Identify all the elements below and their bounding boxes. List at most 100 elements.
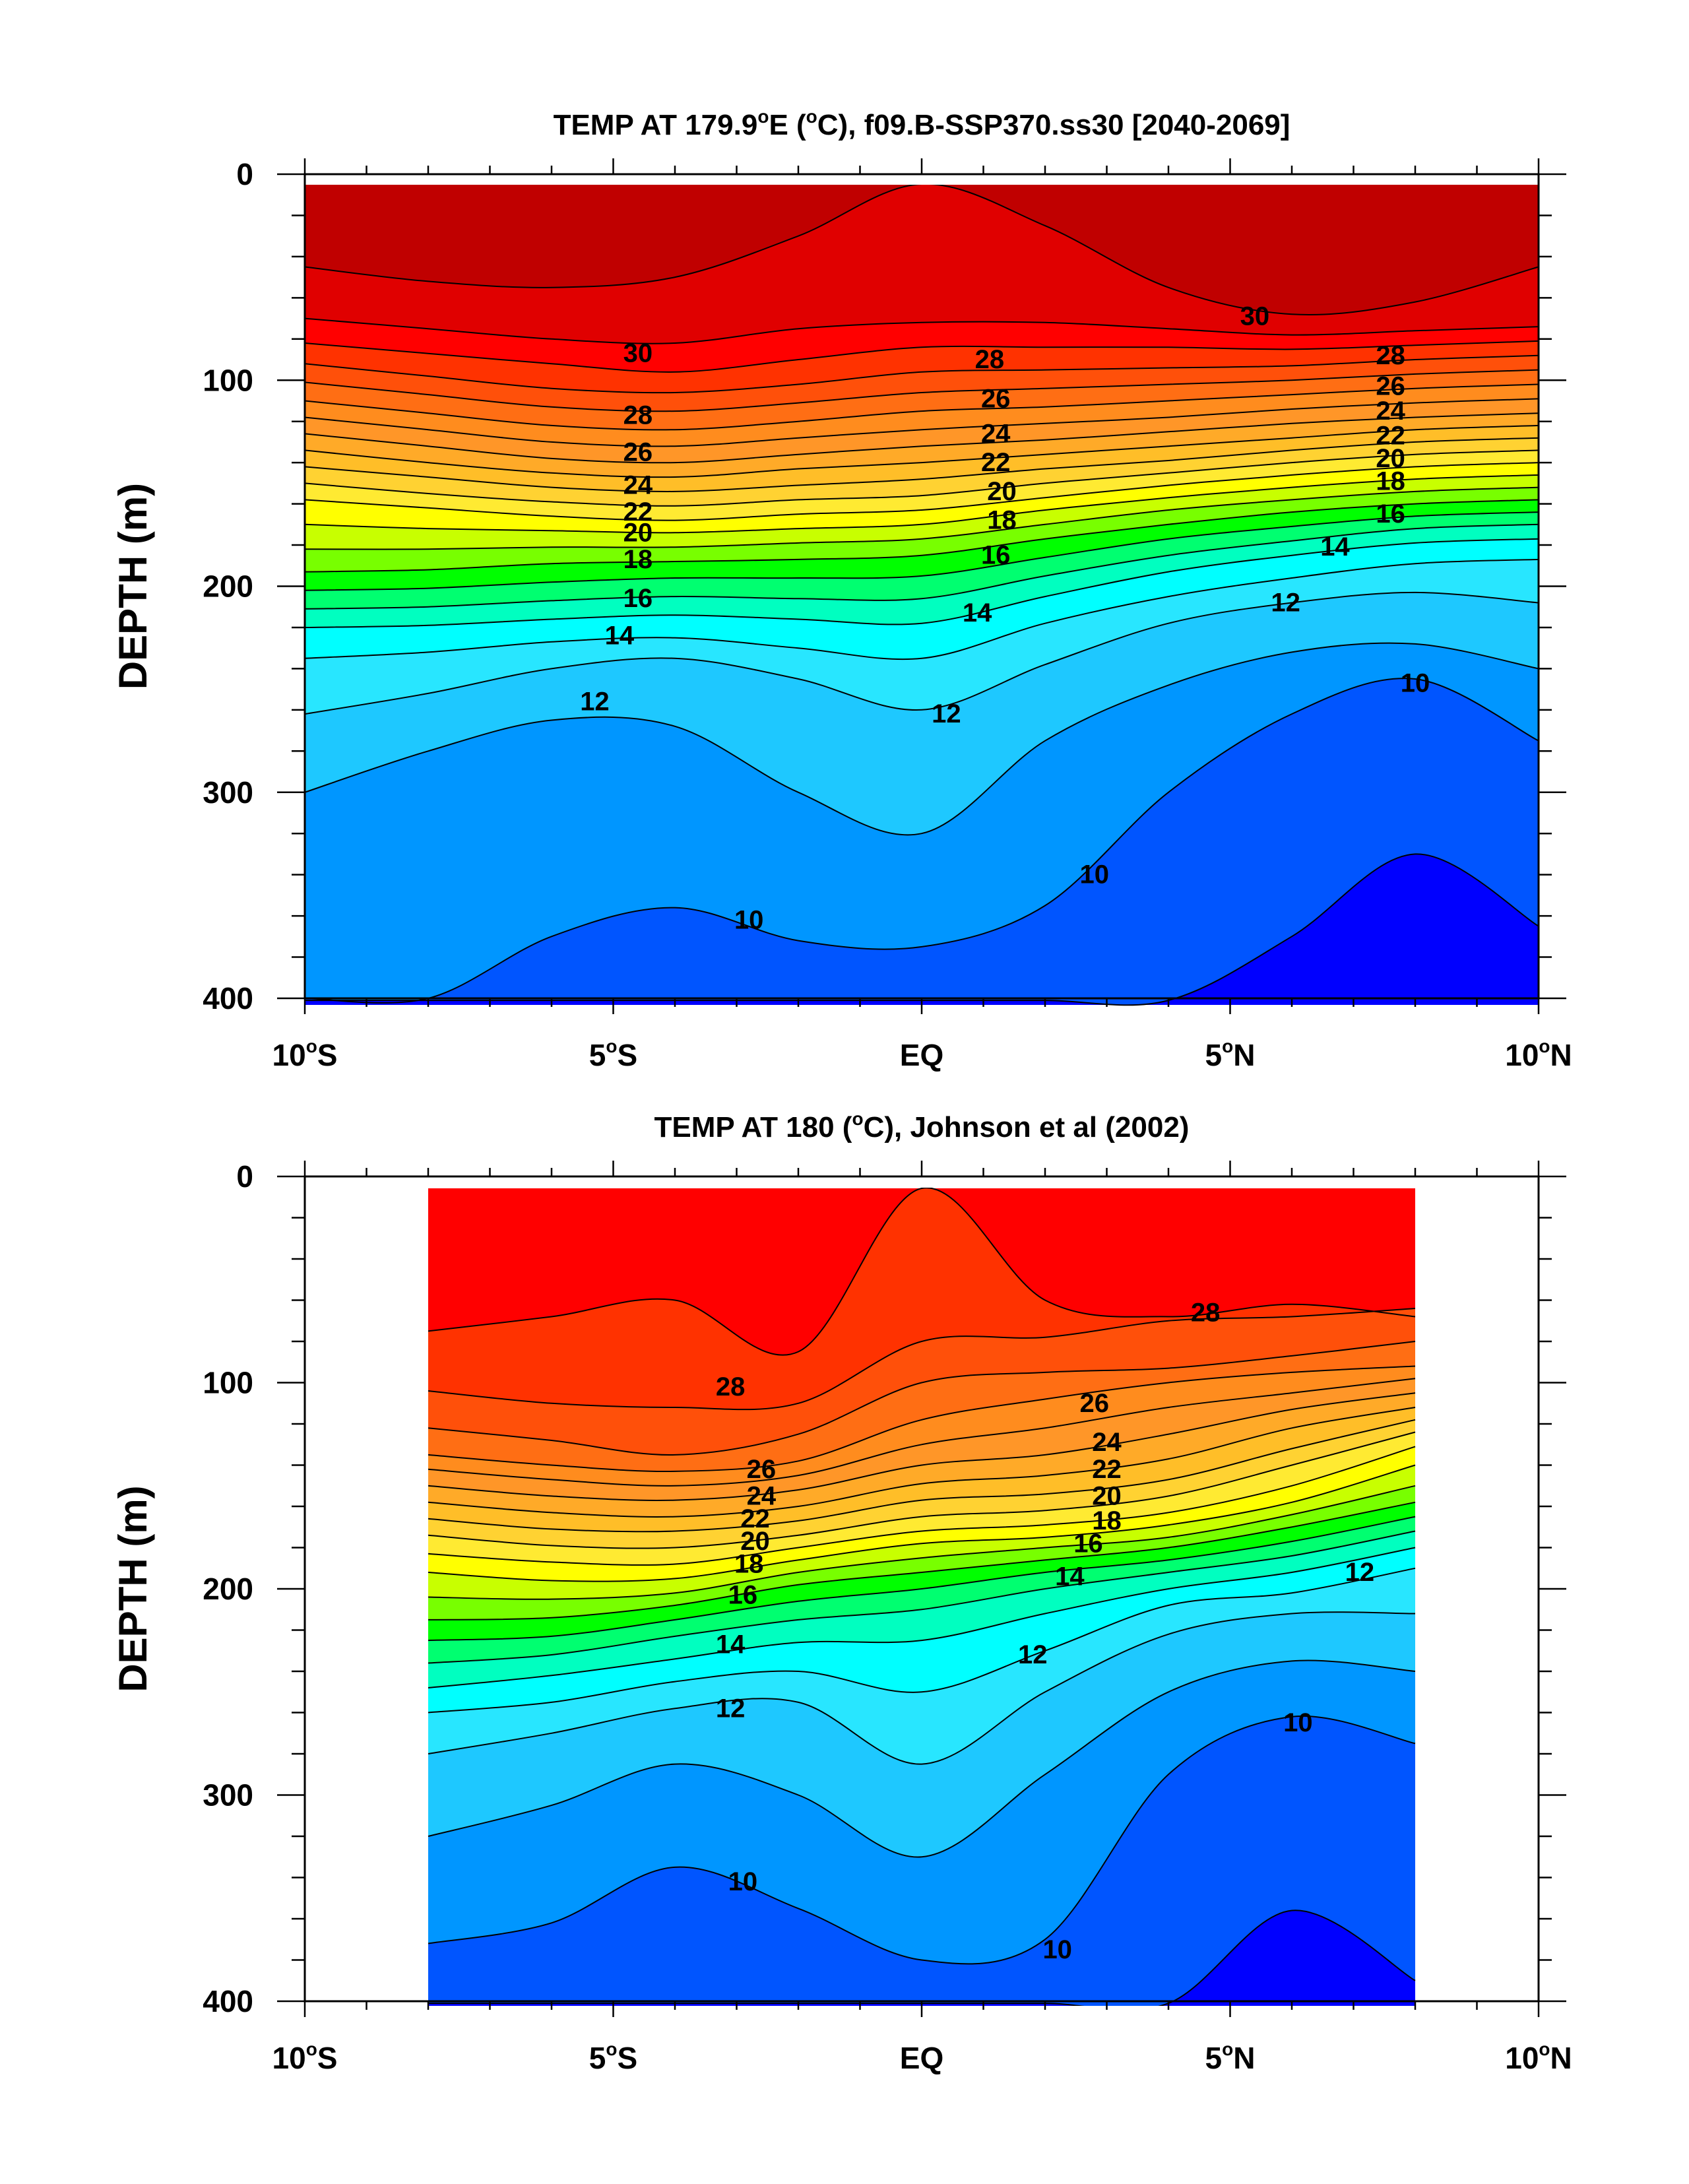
isotherm-line [428,1659,1416,1858]
y-axis-label: DEPTH (m) [111,1485,155,1692]
y-tick-label: 0 [236,1159,253,1194]
x-tick-label-value: 5 [1205,1038,1223,1072]
contour-label: 10 [1283,1708,1313,1737]
contour-label: 26 [1376,372,1405,401]
isotherm-line [428,1547,1416,1688]
isotherm-line [305,354,1539,394]
isotherm-line [428,1516,1416,1642]
contour-label: 24 [623,470,653,499]
contour-label: 22 [1376,422,1405,451]
title-text: C), f09.B-SSP370.ss30 [2040-2069] [817,109,1291,141]
contour-label: 14 [605,621,635,650]
contour-label: 24 [1376,397,1405,426]
contour-label: 18 [623,545,653,574]
isotherm-line [428,1341,1416,1456]
isotherm-line [428,1910,1416,2006]
degree-mark: o [306,2039,317,2059]
contour-label: 20 [987,477,1017,506]
contour-label: 18 [1092,1506,1122,1535]
isotherm-line [428,1431,1416,1549]
y-tick-label: 400 [203,1984,253,2018]
contour-label: 20 [1376,444,1405,473]
isotherm-line [305,449,1539,507]
degree-mark: o [1539,2039,1550,2059]
contour-label: 20 [1092,1481,1122,1510]
isotherm-line [428,1715,1416,1965]
isotherm-line [305,340,1539,373]
isotherm-line [305,462,1539,521]
x-tick-label-hemisphere: N [1550,2041,1572,2075]
contour-lines [305,185,1539,1006]
contour-label: 14 [963,598,992,627]
contour-label: 16 [981,541,1011,570]
x-tick-label-hemisphere: N [1233,1038,1255,1072]
contour-label: 18 [987,506,1017,535]
y-tick-label: 200 [203,569,253,604]
band-fill [305,854,1539,1006]
isotherm-line [428,1378,1416,1487]
contour-label: 28 [716,1372,746,1401]
contour-label: 16 [1376,499,1405,529]
isotherm-line [428,1446,1416,1566]
x-tick-label: 10oN [1505,2039,1572,2075]
x-tick-label-value: 10 [272,2041,306,2075]
x-tick-label-value: 10 [1505,2041,1539,2075]
degree-mark: o [606,2039,617,2059]
isotherm-line [305,317,1539,344]
band-fill [428,1910,1415,2006]
x-tick-label: 5oS [589,1036,637,1072]
contour-label: 10 [1042,1935,1072,1964]
isotherm-line [305,412,1539,464]
x-tick-label-value: 5 [589,1038,606,1072]
contour-label: 22 [623,498,653,527]
x-tick-label-hemisphere: S [618,2041,638,2075]
chart-title: TEMP AT 180 (oC), Johnson et al (2002) [654,1108,1190,1143]
contour-label: 14 [716,1630,746,1659]
contour-label: 12 [1271,588,1300,617]
band-fill [305,678,1539,1005]
contour-label: 18 [1376,466,1405,496]
contour-label: 22 [981,448,1011,477]
isotherm-line [305,486,1539,550]
y-tick-label: 100 [203,363,253,397]
contour-label: 12 [1345,1558,1375,1587]
contour-label: 30 [623,339,653,368]
contour-label: 12 [932,699,961,728]
contour-label: 28 [1191,1298,1221,1327]
y-tick-label: 400 [203,981,253,1015]
x-tick-label-value: EQ [900,2041,943,2075]
contour-label: 28 [975,345,1005,374]
degree-mark: o [1222,1036,1233,1056]
contour-label: 16 [728,1580,758,1609]
x-tick-label: 5oN [1205,1036,1256,1072]
isotherm-line [305,558,1539,660]
tick-marks [277,158,1566,1014]
y-tick-label: 300 [203,775,253,810]
isotherm-line [305,398,1539,447]
tick-marks [277,1161,1566,2017]
contour-label: 16 [1073,1529,1103,1558]
title-text: E ( [769,109,806,141]
isotherm-line [305,474,1539,534]
contour-label: 24 [747,1481,777,1510]
isotherm-line [305,185,1539,316]
title-text: TEMP AT 179.9 [554,109,758,141]
contour-label: 22 [1092,1455,1122,1484]
isotherm-line [428,1485,1416,1600]
x-tick-label: 10oN [1505,1036,1572,1072]
degree-mark: o [1222,2039,1233,2059]
x-tick-label-hemisphere: N [1233,2041,1255,2075]
x-tick-label-value: 10 [272,1038,306,1072]
contour-label: 26 [981,384,1011,413]
contour-lines [428,1188,1416,2006]
degree-mark: o [606,1036,617,1056]
contour-label: 24 [981,419,1011,448]
x-tick-label-value: 5 [1205,2041,1223,2075]
isotherm-line [305,383,1539,431]
isotherm-line [428,1407,1416,1518]
x-tick-label-hemisphere: S [317,2041,338,2075]
isotherm-line [305,591,1539,715]
x-tick-label-value: 5 [589,2041,606,2075]
